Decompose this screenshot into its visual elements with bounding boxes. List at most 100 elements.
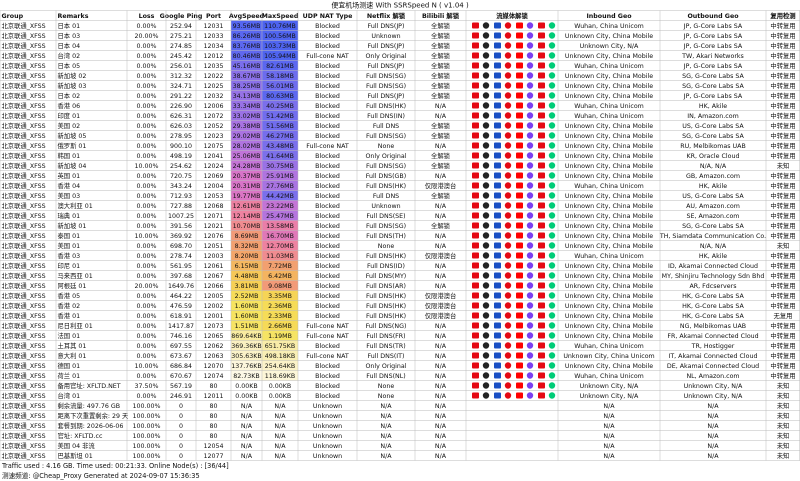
stream-icon bbox=[482, 262, 490, 269]
cell-text: 未知 bbox=[777, 451, 790, 460]
cell-text: 343.24 bbox=[170, 183, 192, 190]
cell-text: 北京联通_XFSS bbox=[2, 101, 46, 110]
cell-text: N/A bbox=[435, 383, 447, 390]
cell-text: 荷兰 01 bbox=[58, 371, 81, 380]
cell-text: 0 bbox=[179, 423, 183, 430]
stream-icon bbox=[548, 352, 556, 359]
cell-text: 12052 bbox=[203, 123, 223, 130]
stream-icon bbox=[472, 332, 479, 339]
cell-text: 12011 bbox=[203, 393, 223, 400]
cell-text: N/A bbox=[707, 413, 719, 420]
cell-text: 日本 04 bbox=[58, 41, 81, 50]
stream-icon bbox=[504, 222, 512, 229]
cell-text: 10.00% bbox=[134, 233, 158, 240]
cell-text: Blocked bbox=[315, 313, 340, 320]
stream-icon bbox=[538, 352, 545, 359]
stream-icon bbox=[494, 252, 501, 259]
cell-text: AU, Amazon.com bbox=[686, 203, 740, 210]
cell-text: Only Original bbox=[365, 53, 406, 60]
cell-text: 12024 bbox=[203, 163, 223, 170]
cell-text: 备用官址: XFLTD.NET bbox=[58, 381, 121, 390]
stream-icon bbox=[538, 212, 545, 219]
cell-text: 29.02MB bbox=[233, 133, 261, 140]
cell-text: JP, G-Core Labs SA bbox=[683, 33, 743, 40]
max-speed-cell bbox=[262, 260, 298, 271]
max-speed-cell bbox=[262, 290, 298, 301]
max-speed-cell bbox=[262, 360, 298, 371]
max-speed-cell bbox=[262, 390, 298, 401]
cell-text: JP, G-Core Labs SA bbox=[683, 43, 743, 50]
cell-text: Unknown bbox=[371, 33, 400, 40]
stream-icon bbox=[472, 122, 479, 129]
max-speed-cell bbox=[262, 380, 298, 391]
max-speed-cell bbox=[262, 320, 298, 331]
cell-text: 0.00KB bbox=[235, 383, 257, 390]
cell-text: 北京联通_XFSS bbox=[2, 361, 46, 370]
stream-icon bbox=[482, 342, 490, 349]
cell-text: AR, Fdcservers bbox=[690, 283, 737, 290]
max-speed-cell bbox=[262, 100, 298, 111]
cell-text: 25.47MB bbox=[266, 213, 294, 220]
cell-text: Unknown City, N/A bbox=[684, 383, 743, 390]
cell-text: 未知 bbox=[777, 411, 790, 420]
cell-text: 中转复用 bbox=[770, 251, 795, 260]
cell-text: N/A bbox=[435, 393, 447, 400]
cell-text: 0 bbox=[179, 413, 183, 420]
cell-text: 12073 bbox=[203, 323, 223, 330]
cell-text: Full DNS(HK) bbox=[366, 303, 406, 310]
max-speed-cell bbox=[262, 370, 298, 381]
cell-text: Wuhan, China Unicom bbox=[574, 373, 644, 380]
max-speed-cell bbox=[262, 170, 298, 181]
stream-icon bbox=[526, 292, 534, 299]
cell-text: 12074 bbox=[203, 373, 223, 380]
stream-icon bbox=[482, 182, 490, 189]
cell-text: 4.48MB bbox=[235, 273, 259, 280]
cell-text: 未知 bbox=[777, 441, 790, 450]
stream-icon bbox=[472, 42, 479, 49]
stream-icon bbox=[482, 322, 490, 329]
cell-text: None bbox=[378, 383, 395, 390]
cell-text: 法国 01 bbox=[58, 331, 81, 340]
stream-icon bbox=[526, 182, 534, 189]
cell-text: 澳大利亚 01 bbox=[58, 201, 93, 210]
cell-text: 12003 bbox=[203, 253, 223, 260]
cell-text: 全解锁 bbox=[431, 31, 451, 40]
avg-speed-cell bbox=[231, 280, 262, 291]
cell-text: 82.73KB bbox=[233, 373, 259, 380]
cell-text: 北京联通_XFSS bbox=[2, 141, 46, 150]
cell-text: Full DNS(AR) bbox=[366, 283, 406, 290]
cell-text: 北京联通_XFSS bbox=[2, 431, 46, 440]
cell-text: 未知 bbox=[777, 241, 790, 250]
stream-icon bbox=[504, 352, 512, 359]
cell-text: N/A bbox=[435, 413, 447, 420]
cell-text: 印尼 01 bbox=[58, 262, 81, 270]
cell-text: 51.56MB bbox=[266, 123, 294, 130]
max-speed-cell bbox=[262, 190, 298, 201]
cell-text: Blocked bbox=[315, 183, 340, 190]
stream-icon bbox=[548, 222, 556, 229]
cell-text: 0.00% bbox=[136, 143, 156, 150]
stream-icon bbox=[526, 102, 534, 109]
cell-text: 中转复用 bbox=[770, 211, 795, 220]
stream-icon bbox=[526, 42, 534, 49]
stream-icon bbox=[516, 352, 523, 359]
cell-text: Unknown City, China Mobile bbox=[565, 33, 653, 40]
stream-icon bbox=[516, 202, 523, 209]
stream-icon bbox=[548, 252, 556, 259]
stream-icon bbox=[548, 342, 556, 349]
cell-text: SE, Amazon.com bbox=[687, 213, 740, 220]
cell-text: Full DNS(TH) bbox=[366, 233, 406, 240]
cell-text: HK, G-Core Labs SA bbox=[682, 313, 744, 320]
cell-text: 0.00% bbox=[136, 263, 156, 270]
cell-text: Unknown City, China Mobile bbox=[565, 293, 653, 300]
cell-text: 北京联通_XFSS bbox=[2, 401, 46, 410]
stream-icon bbox=[482, 52, 490, 59]
stream-icon bbox=[482, 62, 490, 69]
stream-icon bbox=[494, 182, 501, 189]
stream-icon bbox=[472, 352, 479, 359]
stream-icon bbox=[494, 162, 501, 169]
stream-icon bbox=[472, 192, 479, 199]
stream-icon bbox=[494, 202, 501, 209]
avg-speed-cell bbox=[231, 140, 262, 151]
stream-icon bbox=[526, 302, 534, 309]
